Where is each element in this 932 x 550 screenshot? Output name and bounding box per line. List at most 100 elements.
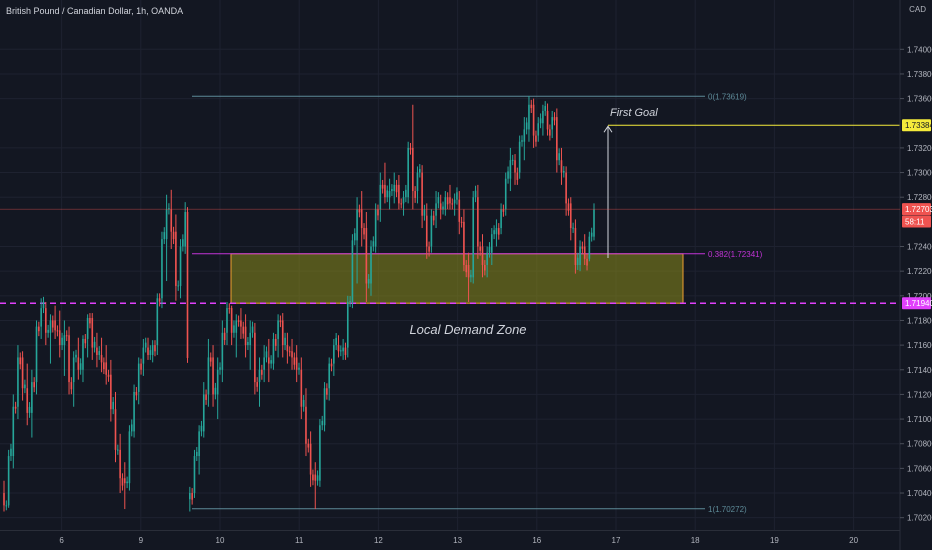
candle — [416, 166, 419, 204]
candle — [103, 357, 105, 375]
demand-zone[interactable]: Local Demand Zone — [0, 253, 900, 337]
candle — [184, 202, 186, 254]
price-tag[interactable]: 1.73384 — [902, 119, 932, 132]
candle — [523, 117, 526, 161]
candle — [119, 433, 121, 494]
candle — [537, 117, 540, 142]
candle — [235, 314, 238, 358]
price-tag[interactable]: 1.72703 — [902, 203, 932, 216]
candle — [242, 321, 245, 339]
candle — [288, 346, 291, 357]
candle — [465, 260, 468, 278]
candle — [463, 209, 465, 272]
candle — [195, 447, 198, 461]
candle — [168, 203, 170, 215]
demand-zone-rect[interactable] — [230, 253, 684, 304]
candle — [221, 320, 224, 383]
candle — [21, 351, 24, 401]
price-tick-label: 1.72800 — [907, 193, 932, 202]
candle — [7, 449, 10, 508]
candle — [209, 352, 212, 367]
candle — [121, 473, 124, 491]
candle — [576, 252, 579, 270]
candle — [293, 352, 296, 370]
candle — [500, 203, 502, 235]
time-tick-label: 16 — [532, 536, 541, 545]
candle — [393, 172, 396, 204]
candle — [258, 357, 261, 407]
fibonacci-levels[interactable]: 0(1.73619) 0.382(1.72341) 1(1.70272) — [192, 92, 763, 514]
candle — [414, 186, 416, 203]
candle — [291, 338, 293, 370]
candle — [233, 320, 235, 338]
price-tick-label: 1.70600 — [907, 464, 932, 473]
candle — [542, 104, 544, 136]
svg-text:1.72703: 1.72703 — [905, 205, 932, 214]
candle — [70, 377, 73, 395]
candle — [142, 338, 145, 376]
candle — [549, 124, 551, 141]
candle — [249, 320, 252, 370]
candle — [581, 241, 584, 254]
candle — [156, 293, 159, 355]
candle — [177, 280, 180, 291]
candle — [319, 419, 321, 487]
candle — [546, 103, 549, 136]
candle — [421, 165, 423, 229]
candle — [377, 204, 379, 221]
candle — [346, 295, 349, 358]
price-tag[interactable]: 58:11 — [902, 215, 931, 228]
svg-text:1.71940: 1.71940 — [905, 299, 932, 308]
goal-annotation[interactable]: First Goal — [603, 107, 900, 258]
candlestick-series — [3, 96, 595, 512]
candle — [107, 369, 110, 382]
candle — [497, 223, 500, 240]
candle — [544, 101, 547, 116]
candle — [198, 425, 200, 475]
price-tick-label: 1.71400 — [907, 366, 932, 375]
candle — [17, 345, 19, 420]
candle — [82, 335, 84, 383]
candle — [284, 332, 286, 351]
candle — [219, 362, 221, 375]
candle — [395, 179, 398, 198]
candle — [330, 358, 333, 372]
candle — [474, 185, 477, 203]
candle — [486, 246, 488, 278]
candle — [558, 148, 560, 166]
price-tick-label: 1.73000 — [907, 169, 932, 178]
candle — [437, 192, 440, 209]
candle — [539, 113, 542, 129]
candle — [551, 110, 554, 139]
price-tick-label: 1.71600 — [907, 341, 932, 350]
candle — [391, 184, 393, 196]
candle — [226, 301, 228, 346]
candle — [567, 198, 570, 216]
candle — [274, 334, 277, 351]
candle — [372, 236, 375, 252]
candle — [460, 216, 463, 228]
svg-text:1.73384: 1.73384 — [905, 121, 932, 130]
candle — [47, 324, 49, 338]
candle — [98, 346, 101, 360]
price-tick-label: 1.72400 — [907, 243, 932, 252]
candle — [305, 388, 307, 457]
candle — [61, 332, 63, 351]
candle — [175, 214, 177, 301]
candle — [351, 234, 354, 309]
candle — [509, 147, 512, 192]
candle — [267, 338, 270, 383]
candle — [42, 296, 45, 314]
price-tag[interactable]: 1.71940 — [902, 297, 932, 310]
candle — [365, 212, 368, 302]
candle — [321, 415, 324, 431]
candle — [572, 222, 574, 233]
candle — [3, 480, 5, 512]
candle — [277, 314, 279, 358]
time-axis[interactable]: 6 9 10 11 12 13 16 17 18 19 20 — [0, 530, 900, 546]
candle — [205, 389, 207, 405]
svg-text:58:11: 58:11 — [905, 217, 925, 226]
candle — [272, 332, 275, 370]
